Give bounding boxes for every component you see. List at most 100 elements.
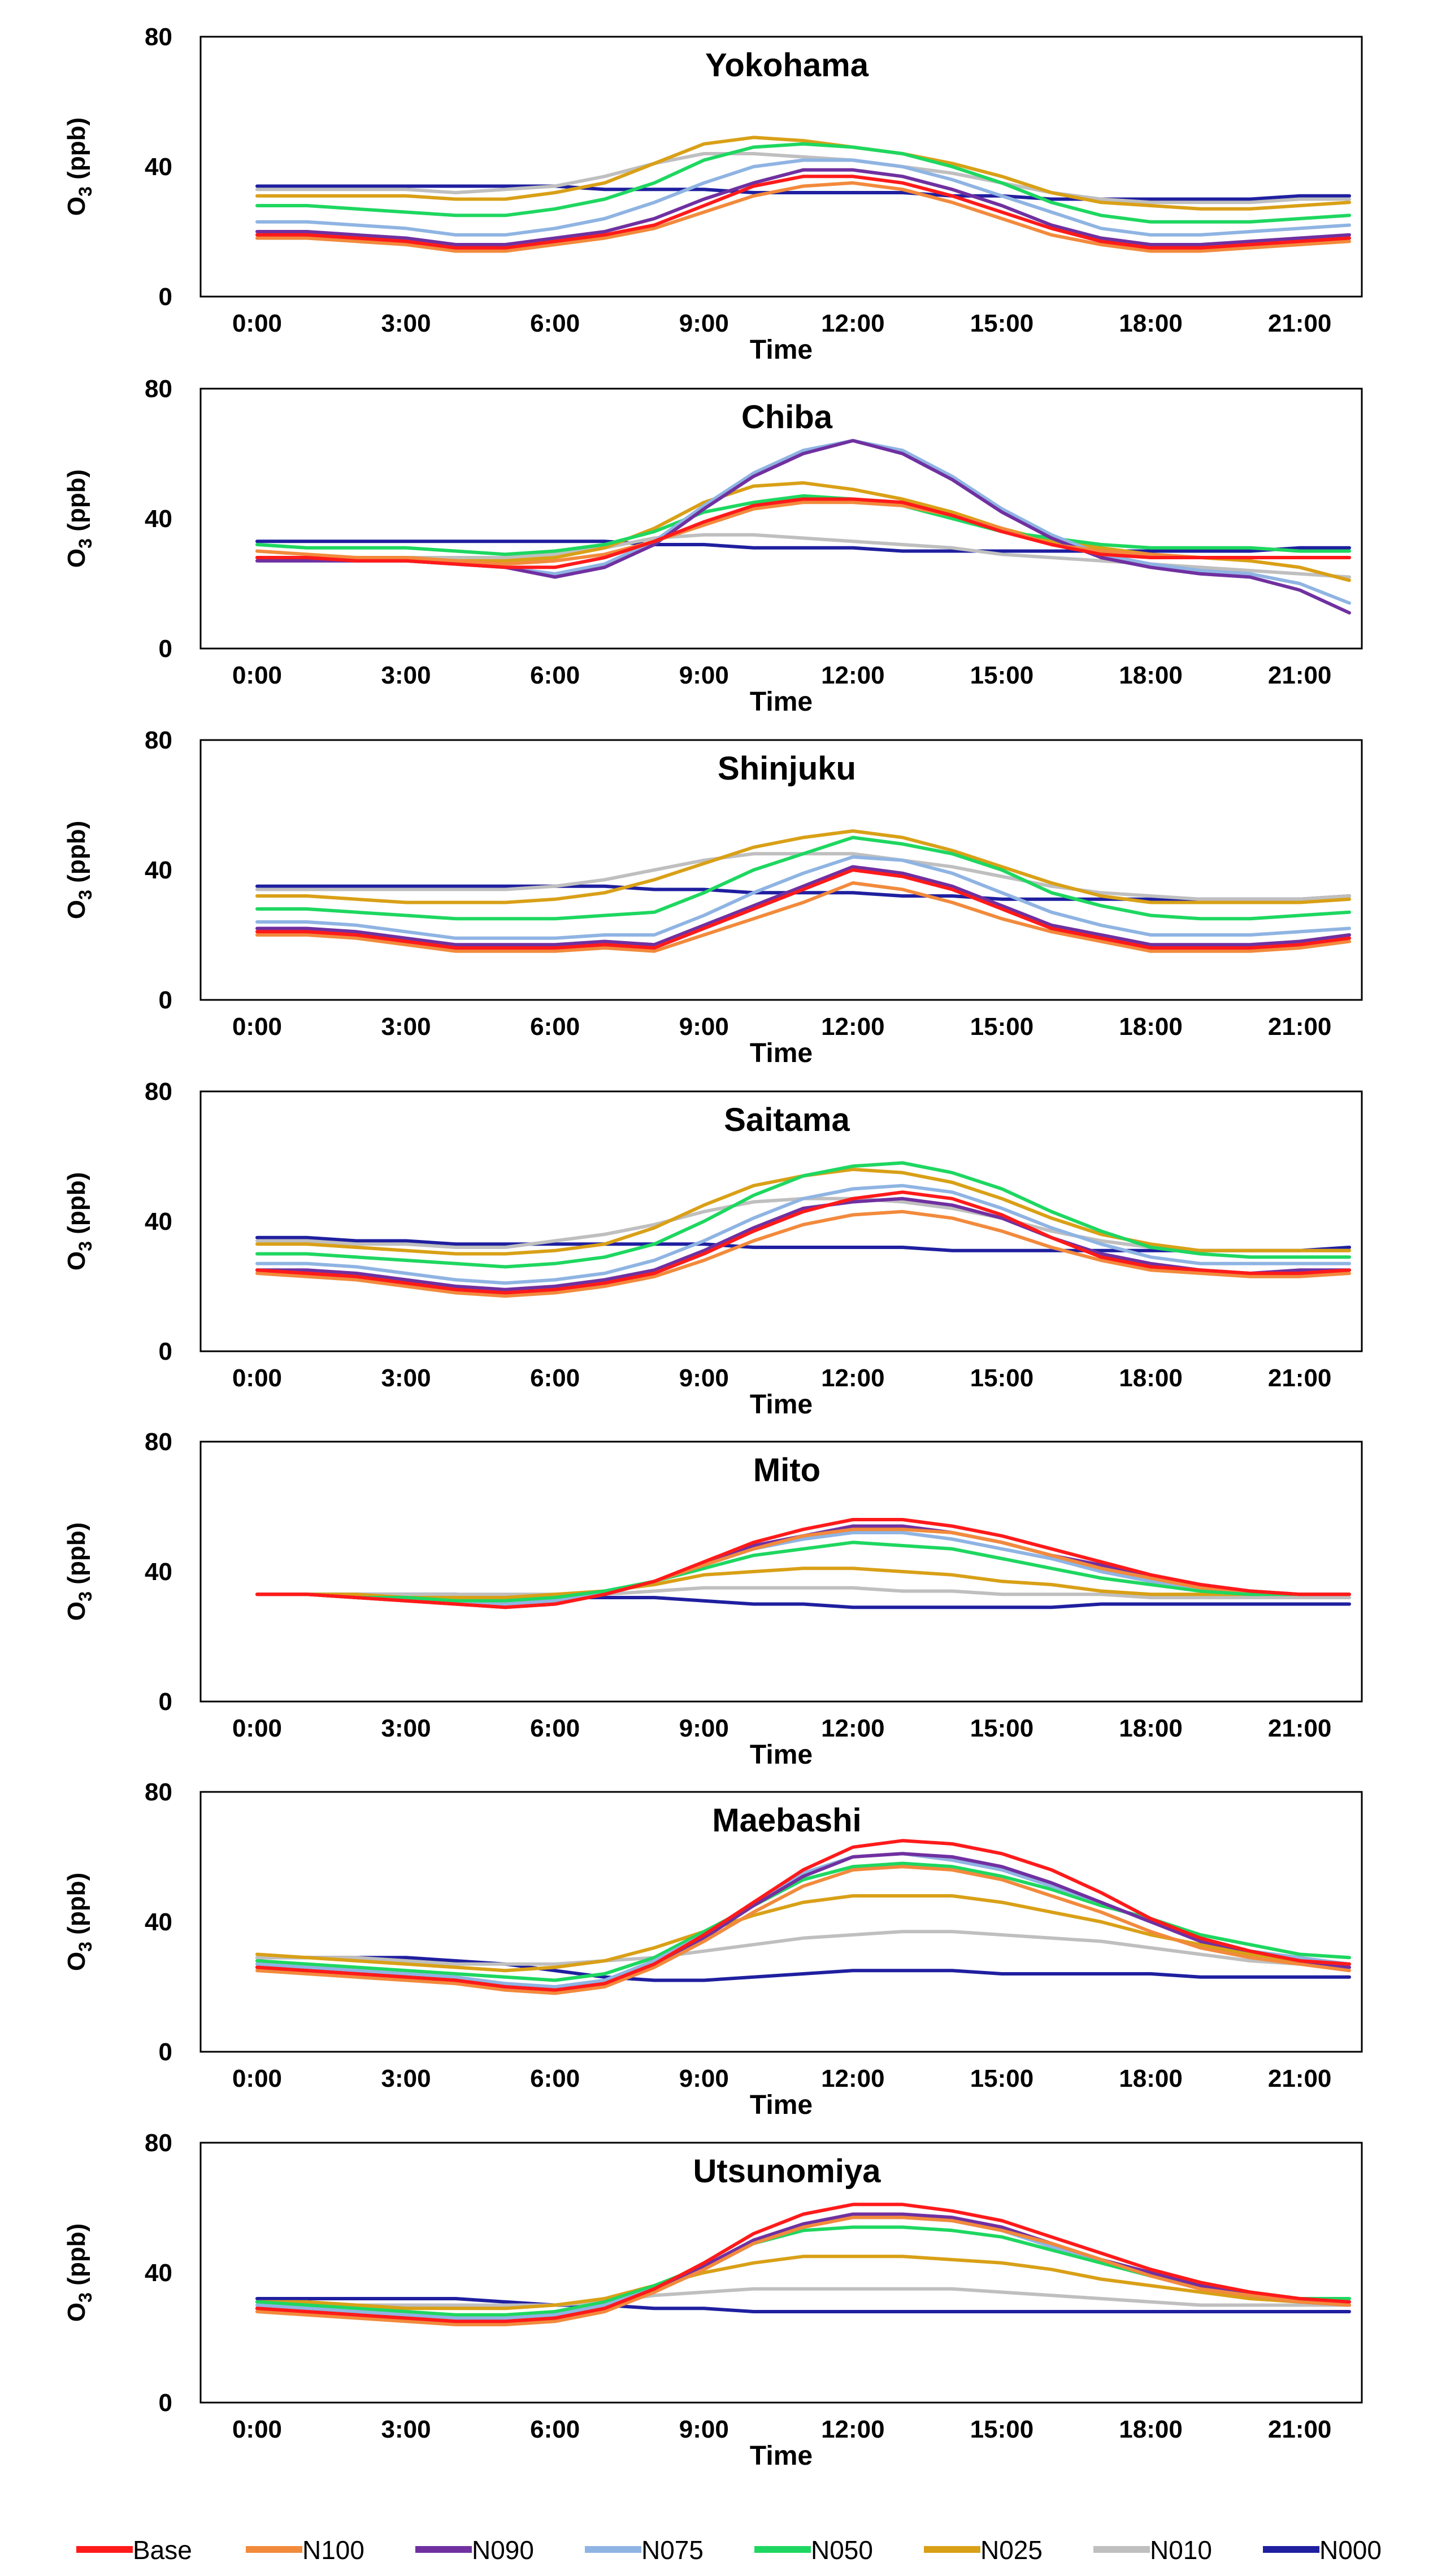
legend-label: N000 <box>1319 2535 1382 2565</box>
x-tick-label: 18:00 <box>1119 310 1183 337</box>
panel-shinjuku: 0 40 80 O3 (ppb) 0:00 3:00 6:00 9:00 12:00 15:00 1… <box>63 726 1363 1068</box>
x-tick-label: 9:00 <box>679 1715 729 1742</box>
legend: Base N100 N090 N075 N050 N025 N010 N000 <box>76 2535 1382 2565</box>
y-tick-label: 0 <box>159 2038 172 2066</box>
x-tick-label: 18:00 <box>1119 2416 1183 2443</box>
x-axis-label: Time <box>750 335 813 365</box>
legend-item-n050: N050 <box>754 2535 873 2565</box>
legend-label: N010 <box>1150 2535 1212 2565</box>
plot-frame <box>199 1791 1363 2053</box>
x-tick-label: 9:00 <box>679 2065 729 2092</box>
panel-title: Mito <box>753 1452 820 1489</box>
series-line-n090 <box>255 1196 1351 1291</box>
x-tick-label: 21:00 <box>1268 1013 1332 1041</box>
series-line-n010 <box>255 2287 1351 2307</box>
y-axis-label: O3 (ppb) <box>63 1172 95 1270</box>
panel-title: Utsunomiya <box>693 2153 881 2190</box>
y-axis-label: O3 (ppb) <box>63 2223 95 2322</box>
x-tick-label: 21:00 <box>1268 2416 1332 2443</box>
y-tick-label: 40 <box>145 856 172 884</box>
panel-title: Saitama <box>724 1102 850 1138</box>
x-tick-label: 21:00 <box>1268 2065 1332 2092</box>
series-line-n100 <box>255 1209 1351 1298</box>
series-line-n100 <box>255 1865 1351 1995</box>
x-tick-label: 15:00 <box>970 1013 1034 1041</box>
series-line-n100 <box>255 881 1351 953</box>
series-line-base <box>255 1190 1351 1295</box>
x-tick-label: 3:00 <box>381 662 431 689</box>
x-tick-label: 3:00 <box>381 2416 431 2443</box>
y-tick-label: 40 <box>145 153 172 181</box>
x-tick-label: 6:00 <box>530 662 580 689</box>
x-tick-label: 15:00 <box>970 1364 1034 1392</box>
series-line-n010 <box>255 1586 1351 1599</box>
x-tick-label: 0:00 <box>232 1715 282 1742</box>
series-line-n100 <box>255 181 1351 253</box>
y-axis-label: O3 (ppb) <box>63 469 95 568</box>
x-tick-label: 21:00 <box>1268 310 1332 337</box>
x-tick-label: 18:00 <box>1119 2065 1183 2092</box>
x-tick-label: 9:00 <box>679 1364 729 1392</box>
legend-item-n000: N000 <box>1263 2535 1382 2565</box>
x-tick-label: 3:00 <box>381 310 431 337</box>
y-axis-label: O3 (ppb) <box>63 821 95 919</box>
series-line-n025 <box>255 829 1351 904</box>
series-line-n075 <box>255 855 1351 940</box>
panel-title: Maebashi <box>712 1802 861 1839</box>
legend-label: N090 <box>472 2535 534 2565</box>
x-tick-label: 0:00 <box>232 662 282 689</box>
x-axis-label: Time <box>750 2441 813 2471</box>
legend-item-n100: N100 <box>246 2535 364 2565</box>
x-tick-label: 18:00 <box>1119 1715 1183 1742</box>
panel-title: Shinjuku <box>718 750 856 787</box>
y-tick-label: 80 <box>145 1078 172 1106</box>
series-line-n050 <box>255 1161 1351 1269</box>
y-axis-label: O3 (ppb) <box>63 118 95 216</box>
x-tick-label: 12:00 <box>821 2416 885 2443</box>
x-tick-label: 9:00 <box>679 662 729 689</box>
series-line-base <box>255 2203 1351 2323</box>
series-line-n000 <box>255 539 1351 553</box>
plot-frame <box>199 36 1363 298</box>
x-tick-label: 12:00 <box>821 1013 885 1041</box>
series-line-n050 <box>255 142 1351 224</box>
legend-item-n025: N025 <box>924 2535 1043 2565</box>
series-line-n025 <box>255 1567 1351 1599</box>
x-axis-label: Time <box>750 1390 813 1420</box>
panel-mito: 0 40 80 O3 (ppb) 0:00 3:00 6:00 9:00 12:00 15:00 1… <box>63 1428 1363 1770</box>
series-line-n050 <box>255 836 1351 921</box>
x-tick-label: 15:00 <box>970 310 1034 337</box>
x-tick-label: 9:00 <box>679 2416 729 2443</box>
legend-item-n075: N075 <box>585 2535 704 2565</box>
y-tick-label: 0 <box>159 1688 172 1716</box>
x-tick-label: 0:00 <box>232 2065 282 2092</box>
x-tick-label: 0:00 <box>232 1013 282 1041</box>
x-tick-label: 9:00 <box>679 310 729 337</box>
x-tick-label: 6:00 <box>530 2416 580 2443</box>
y-tick-label: 40 <box>145 1208 172 1235</box>
x-tick-label: 21:00 <box>1268 1715 1332 1742</box>
x-tick-label: 0:00 <box>232 2416 282 2443</box>
x-tick-label: 15:00 <box>970 2416 1034 2443</box>
x-tick-label: 3:00 <box>381 1364 431 1392</box>
y-tick-label: 80 <box>145 1428 172 1456</box>
x-tick-label: 6:00 <box>530 1013 580 1041</box>
x-tick-label: 3:00 <box>381 1715 431 1742</box>
legend-label: N075 <box>641 2535 704 2565</box>
legend-label: N100 <box>302 2535 364 2565</box>
panel-saitama: 0 40 80 O3 (ppb) 0:00 3:00 6:00 9:00 12:00 15:00 1… <box>63 1078 1363 1420</box>
x-axis-label: Time <box>750 1038 813 1068</box>
y-tick-label: 80 <box>145 1778 172 1806</box>
series-line-n050 <box>255 494 1351 556</box>
x-tick-label: 6:00 <box>530 310 580 337</box>
series-line-n090 <box>255 168 1351 246</box>
y-tick-label: 40 <box>145 505 172 533</box>
x-axis-label: Time <box>750 2090 813 2120</box>
series-line-n000 <box>255 184 1351 201</box>
x-tick-label: 6:00 <box>530 1715 580 1742</box>
series-line-n025 <box>255 136 1351 211</box>
legend-label: Base <box>133 2535 192 2565</box>
series-line-base <box>255 1518 1351 1609</box>
series-line-n010 <box>255 1930 1351 1969</box>
